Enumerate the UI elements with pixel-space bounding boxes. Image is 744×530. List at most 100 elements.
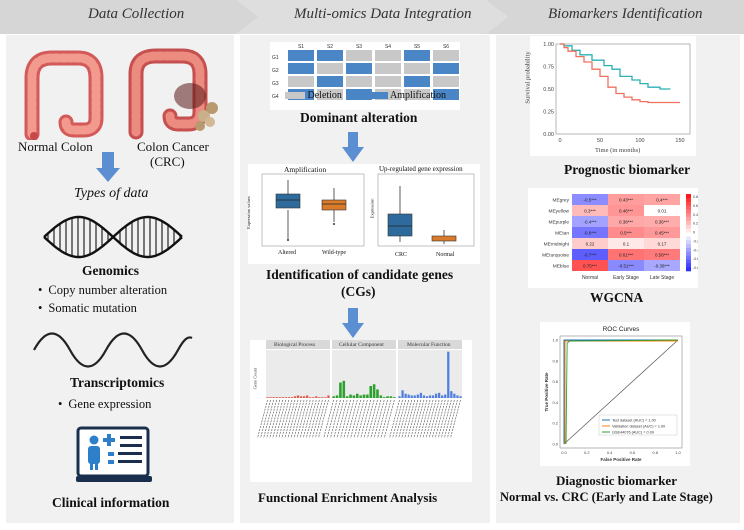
wgcna-cell-label: -0.51***	[618, 264, 634, 269]
term-label-tick	[350, 399, 361, 439]
survival-ytick: 0.00	[543, 132, 554, 138]
wgcna-scale-step	[686, 247, 691, 253]
grid-cell	[375, 50, 401, 61]
term-label-tick	[389, 399, 400, 439]
survival-panel	[530, 36, 696, 156]
wgcna-cell	[608, 227, 644, 238]
grid-col-label: S3	[356, 44, 362, 50]
grid-cell	[433, 50, 459, 61]
candidate-left-ylabel: Expression values	[245, 196, 251, 229]
candidate-genes-subtitle: (CGs)	[341, 284, 376, 299]
enrichment-bar	[410, 395, 413, 398]
diagnostic-subcaption: Normal vs. CRC (Early and Late Stage)	[500, 490, 713, 504]
grid-cell	[346, 63, 372, 74]
enrichment-bar	[293, 396, 297, 398]
box-wildtype	[321, 199, 347, 211]
enrichment-bar	[456, 395, 459, 398]
wgcna-cell-label: 0.3***	[584, 209, 596, 214]
chevron-step3	[486, 0, 744, 34]
wgcna-cell-label: 0.58***	[655, 253, 669, 258]
grid-cell	[288, 76, 314, 87]
enrichment-bar	[393, 397, 396, 398]
term-label-tick	[440, 399, 452, 439]
term-label-tick	[380, 399, 392, 439]
wgcna-caption: WGCNA	[590, 290, 644, 305]
wgcna-scale-tick: 0.4	[693, 213, 698, 217]
enrichment-bar	[315, 396, 318, 398]
term-label-tick	[431, 399, 443, 439]
term-label-tick	[383, 399, 395, 439]
term-label-tick	[323, 399, 335, 439]
enrichment-bar	[401, 390, 404, 398]
normal-colon-illustration	[24, 50, 104, 140]
genomics-label: Genomics	[82, 263, 139, 278]
candidate-boxplots	[261, 173, 475, 247]
term-label-tick	[353, 399, 365, 439]
wgcna-cell	[572, 260, 608, 271]
enrichment-bar	[379, 395, 383, 398]
term-label-tick	[447, 399, 458, 439]
candidate-cat-normal: Normal	[436, 252, 455, 258]
enrichment-bar	[266, 397, 269, 398]
term-label-tick	[308, 399, 320, 439]
wgcna-cell	[572, 194, 608, 205]
term-label-tick	[437, 399, 449, 439]
term-label-tick	[373, 399, 385, 439]
survival-ytick: 1.00	[543, 42, 554, 48]
grid-col-label: S5	[414, 44, 420, 50]
grid-cell	[317, 89, 343, 100]
term-label-tick	[275, 399, 287, 439]
survival-curve-high	[560, 43, 680, 104]
header-step1: Data Collection	[88, 6, 185, 22]
term-label-tick	[401, 399, 413, 439]
roc-diagonal	[563, 339, 679, 445]
normal-colon-label: Normal Colon	[18, 139, 93, 154]
term-label-tick	[263, 399, 274, 439]
colon-cancer-abbrev: (CRC)	[150, 154, 185, 169]
roc-ytick: 0.6	[552, 379, 558, 384]
wgcna-cell	[644, 205, 680, 216]
wgcna-scale-step	[686, 201, 691, 206]
wgcna-cell	[644, 194, 680, 205]
wgcna-cell-label: -0.4***	[583, 220, 596, 225]
term-label-tick	[428, 399, 440, 439]
enrichment-bar	[419, 392, 422, 398]
wgcna-cell	[572, 238, 608, 249]
term-label-tick	[398, 399, 410, 439]
term-label-tick	[370, 399, 382, 439]
term-label-tick	[318, 399, 329, 439]
enrichment-bar	[272, 397, 275, 398]
prognostic-caption: Prognostic biomarker	[564, 162, 691, 177]
grid-cell	[375, 89, 401, 100]
enrichment-bar	[278, 397, 281, 398]
enrichment-bar	[324, 397, 327, 398]
roc-ytick: 0.8	[552, 358, 558, 363]
wgcna-cell	[644, 249, 680, 260]
clinical-monitor-icon	[76, 426, 152, 482]
enrichment-bar	[382, 397, 386, 398]
enrichment-bar	[335, 395, 339, 398]
wgcna-cell	[644, 216, 680, 227]
enrichment-bar	[450, 391, 453, 398]
term-label-tick	[299, 399, 311, 439]
term-label-tick	[296, 399, 308, 439]
wgcna-cell-label: -0.5***	[583, 198, 596, 203]
wgcna-scale-tick: -0.2	[693, 239, 698, 243]
term-label-tick	[260, 399, 271, 439]
candidate-right-ylabel: Expression	[369, 198, 375, 219]
term-label-tick	[367, 399, 378, 439]
enrichment-bar	[345, 396, 349, 398]
transcriptomics-label: Transcriptomics	[70, 375, 165, 390]
wgcna-cell-label: -0.6***	[583, 231, 596, 236]
dna-helix-icon	[43, 215, 183, 259]
wgcna-scale-tick: 0.8	[693, 195, 698, 199]
wgcna-row-label: MEturquoise	[542, 253, 569, 259]
enrichment-bar	[398, 396, 401, 398]
term-label-tick	[377, 399, 388, 439]
term-label-tick	[290, 399, 302, 439]
term-label-tick	[392, 399, 403, 439]
roc-xtick: 0.8	[652, 450, 658, 455]
term-label-tick	[340, 399, 351, 439]
enrichment-bar	[416, 394, 419, 398]
grid-row-label: G3	[272, 81, 279, 87]
